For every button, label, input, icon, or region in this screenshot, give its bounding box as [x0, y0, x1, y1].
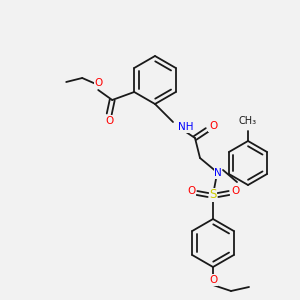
Text: O: O — [94, 78, 102, 88]
Text: S: S — [209, 188, 217, 202]
Text: O: O — [209, 275, 217, 285]
Text: O: O — [187, 186, 195, 196]
Text: O: O — [231, 186, 239, 196]
Text: NH: NH — [178, 122, 194, 132]
Text: N: N — [214, 168, 222, 178]
Text: CH₃: CH₃ — [239, 116, 257, 126]
Text: O: O — [105, 116, 113, 126]
Text: O: O — [209, 121, 217, 131]
